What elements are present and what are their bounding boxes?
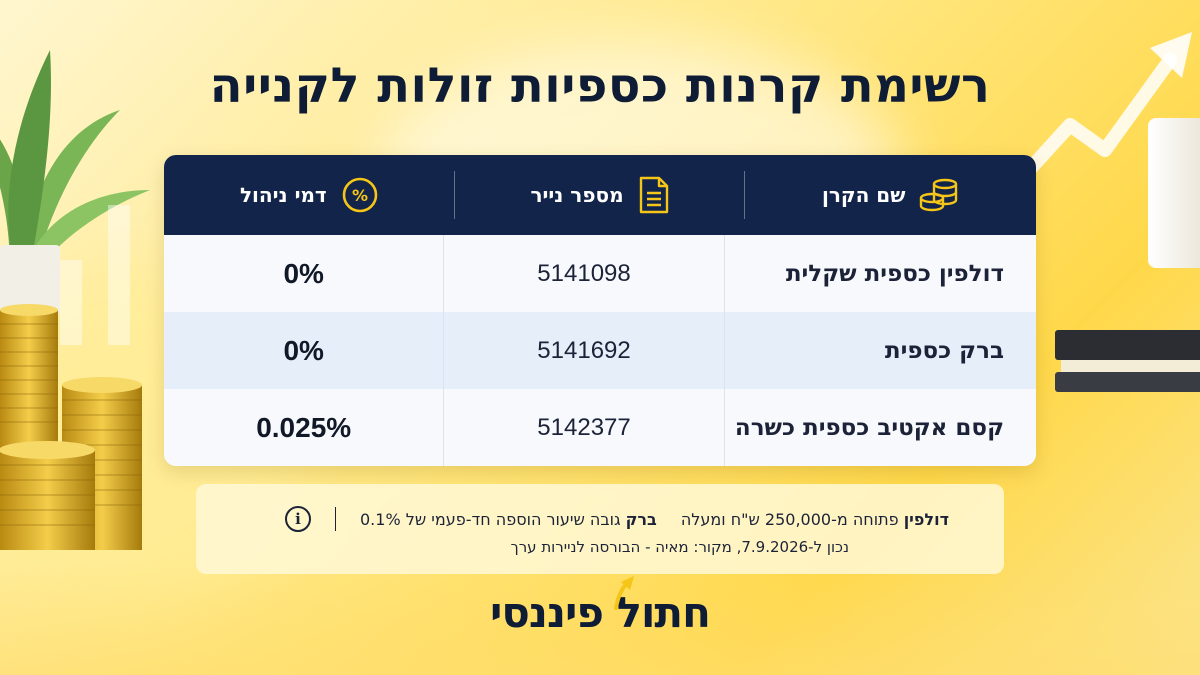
table-row: דולפין כספית שקלית 5141098 0% <box>164 235 1036 312</box>
percent-badge-icon: % <box>342 177 378 213</box>
coins-stack-icon <box>920 178 958 212</box>
fund-name-cell: דולפין כספית שקלית <box>785 260 1004 287</box>
coin-stacks-decoration <box>0 304 142 550</box>
header-paper-number: מספר נייר <box>455 155 746 235</box>
fund-name-cell: ברק כספית <box>884 337 1004 364</box>
source-note: נכון ל-7.9.2026, מקור: מאיה - הבורסה לני… <box>510 538 849 556</box>
brand-logo: חתול פיננסי <box>470 576 730 648</box>
table-row: ברק כספית 5141692 0% <box>164 312 1036 389</box>
plant-pot <box>0 245 60 315</box>
paper-number-cell: 5142377 <box>444 389 725 466</box>
paper-number-cell: 5141098 <box>444 235 725 312</box>
book-decoration <box>1055 330 1200 392</box>
header-label: דמי ניהול <box>239 183 327 207</box>
svg-text:%: % <box>352 186 368 205</box>
barak-note-bold: ברק <box>625 509 657 529</box>
header-label: שם הקרן <box>821 183 906 207</box>
divider <box>335 507 336 531</box>
funds-table: שם הקרן מספר נייר % דמי ניהול דולפ <box>164 155 1036 466</box>
table-row: קסם אקטיב כספית כשרה 5142377 0.025% <box>164 389 1036 466</box>
dolphin-note: דולפין פתוחה מ-250,000 ש"ח ומעלה <box>681 510 949 529</box>
bar-decoration <box>60 205 130 345</box>
dolphin-note-bold: דולפין <box>903 509 949 529</box>
paper-number-cell: 5141692 <box>444 312 725 389</box>
barak-note: ברק גובה שיעור הוספה חד-פעמי של 0.1% <box>360 510 657 529</box>
header-management-fee: % דמי ניהול <box>164 155 455 235</box>
table-header: שם הקרן מספר נייר % דמי ניהול <box>164 155 1036 235</box>
document-icon <box>639 176 668 214</box>
desk-surface <box>0 560 1200 675</box>
growth-arrow-decoration <box>1020 32 1192 187</box>
header-fund-name: שם הקרן <box>745 155 1036 235</box>
management-fee-cell: 0.025% <box>164 389 445 466</box>
footnote-line: דולפין פתוחה מ-250,000 ש"ח ומעלה ברק גוב… <box>285 506 949 532</box>
info-icon: i <box>285 506 311 532</box>
logo-text: חתול פיננסי <box>490 588 711 637</box>
barak-note-text: גובה שיעור הוספה חד-פעמי של 0.1% <box>360 509 621 529</box>
management-fee-cell: 0% <box>164 312 445 389</box>
page-title: רשימת קרנות כספיות זולות לקנייה <box>209 58 991 114</box>
header-label: מספר נייר <box>530 183 624 207</box>
footnote-box: דולפין פתוחה מ-250,000 ש"ח ומעלה ברק גוב… <box>196 484 1004 574</box>
up-arrow-icon <box>614 576 634 610</box>
mug-decoration <box>1148 118 1200 268</box>
management-fee-cell: 0% <box>164 235 445 312</box>
fund-name-cell: קסם אקטיב כספית כשרה <box>734 414 1004 441</box>
dolphin-note-text: פתוחה מ-250,000 ש"ח ומעלה <box>680 509 899 529</box>
